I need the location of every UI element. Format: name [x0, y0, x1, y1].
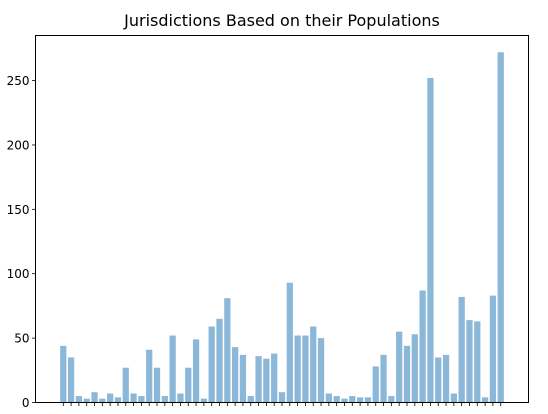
y-tick-label: 0	[22, 396, 30, 409]
y-tick-label: 200	[7, 138, 30, 152]
bar	[192, 339, 200, 403]
bar	[294, 335, 301, 403]
bar	[185, 367, 192, 403]
chart-title: Jurisdictions Based on their Populations	[123, 11, 440, 30]
bar	[153, 367, 161, 403]
bar	[380, 354, 387, 403]
bar	[216, 318, 223, 403]
bar	[130, 393, 137, 403]
bar	[138, 396, 145, 403]
y-tick-label: 150	[7, 203, 30, 217]
bar	[286, 282, 293, 403]
bar	[333, 396, 340, 403]
y-tick-label: 50	[14, 332, 29, 346]
bar	[200, 398, 208, 403]
bar	[489, 295, 497, 403]
bar	[317, 338, 325, 403]
bar	[310, 326, 317, 403]
bar	[177, 393, 184, 403]
bar	[325, 393, 332, 403]
bar	[481, 397, 489, 403]
bars-layer	[60, 52, 504, 403]
bar	[75, 396, 83, 403]
bar	[83, 398, 90, 403]
bar	[224, 298, 231, 403]
bar	[356, 397, 364, 403]
bar	[91, 392, 98, 403]
bar	[255, 356, 262, 403]
bar	[271, 353, 278, 403]
bar	[349, 396, 356, 403]
bar	[466, 320, 473, 403]
bar	[419, 290, 426, 403]
bar	[107, 393, 114, 403]
bar	[450, 393, 457, 403]
bar	[435, 357, 442, 403]
bar	[263, 358, 270, 403]
bar	[114, 397, 122, 403]
bar	[411, 334, 418, 403]
bar	[67, 357, 75, 403]
y-tick-label: 250	[7, 74, 30, 88]
x-axis-ticks	[62, 402, 502, 406]
bar	[497, 52, 504, 403]
plot-frame	[35, 35, 529, 403]
bar	[364, 397, 372, 403]
bar	[388, 396, 395, 403]
bar	[341, 398, 348, 403]
y-axis-ticks: 0 50 100 150 200 250	[7, 74, 36, 410]
bar	[146, 349, 153, 403]
bar	[396, 331, 403, 403]
bar	[232, 347, 239, 403]
bar	[208, 326, 215, 403]
bar	[403, 345, 411, 403]
bar	[239, 354, 247, 403]
bar	[302, 335, 309, 403]
bar	[99, 398, 106, 403]
bar	[60, 345, 67, 403]
bar	[122, 367, 129, 403]
bar	[427, 77, 434, 403]
bar	[372, 366, 379, 403]
bar	[458, 296, 465, 403]
bar	[169, 335, 176, 403]
bar	[161, 396, 168, 403]
bar	[278, 392, 286, 403]
y-tick-label: 100	[7, 267, 30, 281]
bar	[474, 321, 481, 403]
bar	[442, 354, 450, 403]
bar	[247, 396, 254, 403]
